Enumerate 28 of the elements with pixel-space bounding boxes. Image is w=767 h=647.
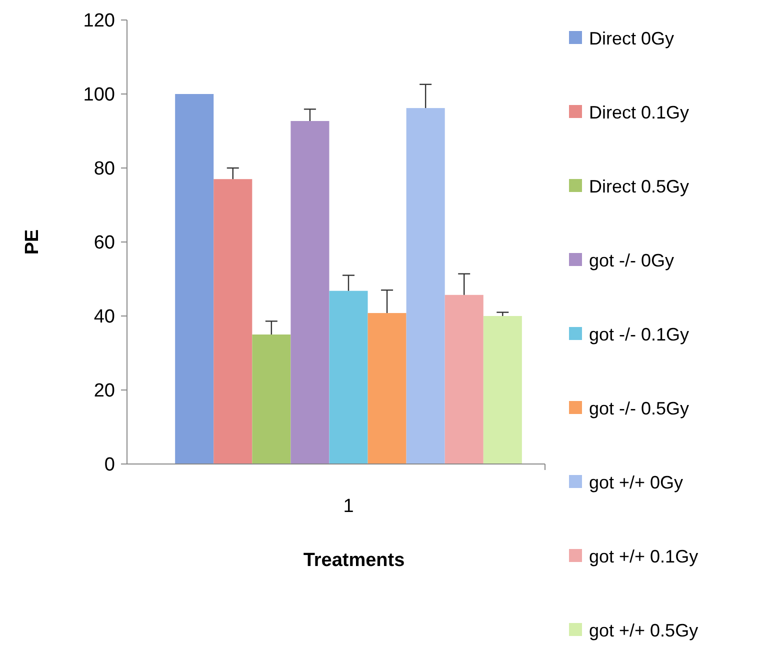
bar	[329, 290, 368, 464]
bar	[290, 121, 330, 464]
y-tick-label: 120	[83, 10, 115, 32]
bar	[406, 108, 445, 464]
x-axis-title: Treatments	[303, 550, 405, 571]
y-tick-label: 40	[94, 306, 115, 328]
y-tick-label: 20	[94, 380, 115, 402]
legend-label: got +/+ 0.5Gy	[589, 620, 698, 640]
legend-label: Direct 0Gy	[589, 28, 674, 48]
legend-label: Direct 0.5Gy	[589, 176, 690, 196]
bar	[214, 179, 252, 464]
y-tick-label: 60	[94, 232, 115, 254]
bar	[483, 316, 522, 464]
bar	[444, 294, 484, 464]
y-tick-label: 0	[104, 454, 115, 476]
y-axis-title: PE	[22, 229, 43, 255]
legend-label: got -/- 0Gy	[589, 250, 674, 270]
legend-label: got +/+ 0.1Gy	[589, 546, 698, 566]
y-tick-label: 80	[94, 158, 115, 180]
legend-label: got -/- 0.5Gy	[589, 398, 690, 418]
x-tick-label: 1	[343, 496, 354, 517]
bar	[175, 94, 214, 464]
legend-label: got -/- 0.1Gy	[589, 324, 690, 344]
legend-label: Direct 0.1Gy	[589, 102, 690, 122]
bar	[252, 334, 291, 464]
y-tick-label: 100	[83, 84, 115, 106]
legend-label: got +/+ 0Gy	[589, 472, 684, 492]
bar	[368, 313, 406, 464]
